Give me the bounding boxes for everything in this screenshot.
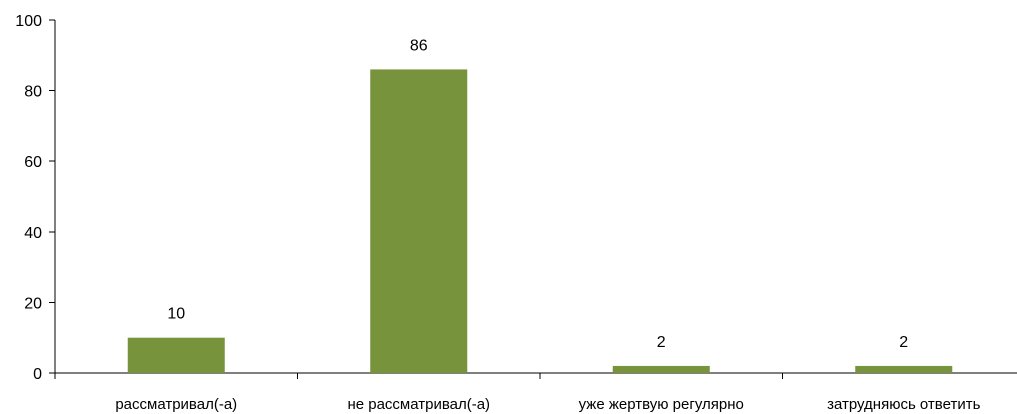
y-tick-label: 100	[15, 13, 42, 30]
y-tick-label: 0	[33, 366, 42, 383]
data-label: 2	[899, 334, 908, 351]
y-axis: 0 20 40 60 80 100	[15, 13, 56, 383]
y-tick-label: 20	[24, 295, 42, 312]
y-tick-label: 40	[24, 225, 42, 242]
x-category-label: не рассматривал(-а)	[347, 396, 490, 413]
bar	[127, 337, 225, 373]
data-label: 10	[167, 306, 185, 323]
data-labels: 10 86 2 2	[167, 37, 908, 351]
bar	[612, 365, 710, 373]
y-tick-label: 60	[24, 154, 42, 171]
bar	[370, 69, 468, 374]
x-category-label: рассматривал(-а)	[115, 396, 237, 413]
x-axis: рассматривал(-а) не рассматривал(-а) уже ж…	[54, 372, 1017, 413]
bars	[127, 69, 953, 374]
data-label: 86	[410, 37, 428, 54]
data-label: 2	[657, 334, 666, 351]
y-tick-label: 80	[24, 84, 42, 101]
x-category-label: затрудняюсь ответить	[827, 396, 980, 413]
x-category-label: уже жертвую регулярно	[579, 396, 744, 413]
bar	[855, 365, 953, 373]
